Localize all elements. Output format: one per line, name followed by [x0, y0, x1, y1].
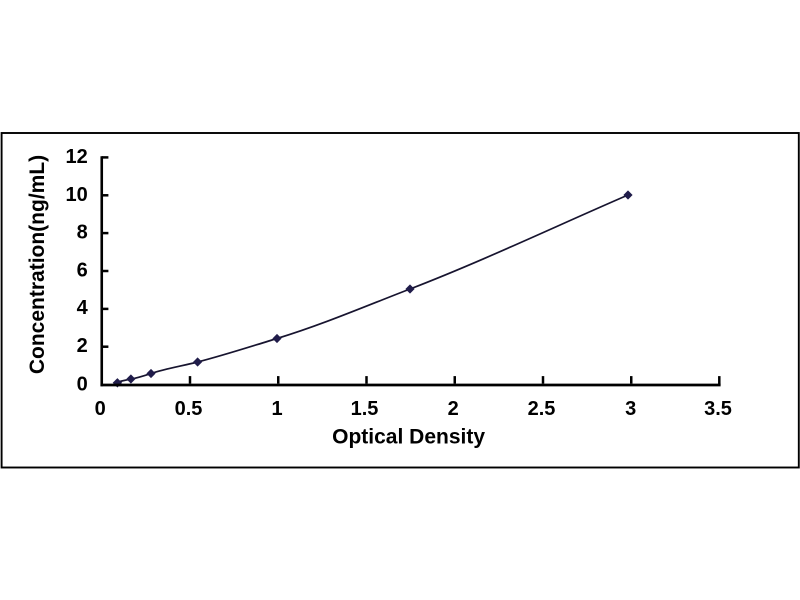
svg-text:0: 0 [77, 373, 88, 395]
svg-text:0.5: 0.5 [175, 398, 203, 420]
svg-text:3.5: 3.5 [704, 398, 732, 420]
svg-text:Concentration(ng/mL): Concentration(ng/mL) [26, 155, 49, 374]
svg-text:2.5: 2.5 [528, 398, 556, 420]
svg-text:8: 8 [77, 222, 88, 244]
svg-text:0: 0 [95, 398, 106, 420]
svg-text:10: 10 [66, 184, 88, 206]
svg-text:2: 2 [448, 398, 459, 420]
svg-text:1: 1 [271, 398, 282, 420]
svg-text:2: 2 [77, 335, 88, 357]
svg-text:12: 12 [66, 146, 88, 168]
svg-text:6: 6 [77, 259, 88, 281]
svg-text:Optical Density: Optical Density [332, 425, 485, 448]
svg-text:3: 3 [625, 398, 636, 420]
svg-text:1.5: 1.5 [351, 398, 379, 420]
svg-text:4: 4 [77, 297, 89, 319]
